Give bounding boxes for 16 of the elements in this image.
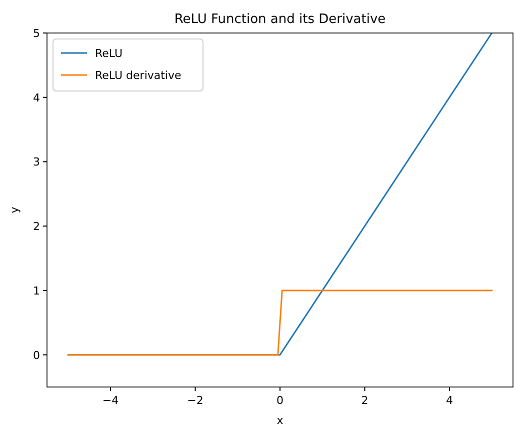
y-tick-label: 3 [33, 156, 40, 169]
y-tick-label: 0 [33, 348, 40, 362]
x-tick-label: 0 [276, 394, 284, 407]
x-axis-title: x [276, 414, 284, 427]
y-tick-label: 4 [33, 91, 40, 104]
chart-title: ReLU Function and its Derivative [174, 12, 386, 27]
x-tick-label: −4 [102, 394, 119, 407]
legend-label: ReLU derivative [95, 69, 182, 82]
y-axis-title: y [8, 206, 21, 214]
y-tick-label: 1 [33, 284, 40, 298]
x-tick-label: 4 [446, 394, 453, 407]
y-tick-label: 2 [33, 220, 40, 234]
y-tick-label: 5 [33, 27, 40, 40]
legend-label: ReLU [95, 47, 123, 60]
x-tick-label: 2 [361, 394, 368, 407]
x-tick-label: −2 [187, 394, 204, 407]
